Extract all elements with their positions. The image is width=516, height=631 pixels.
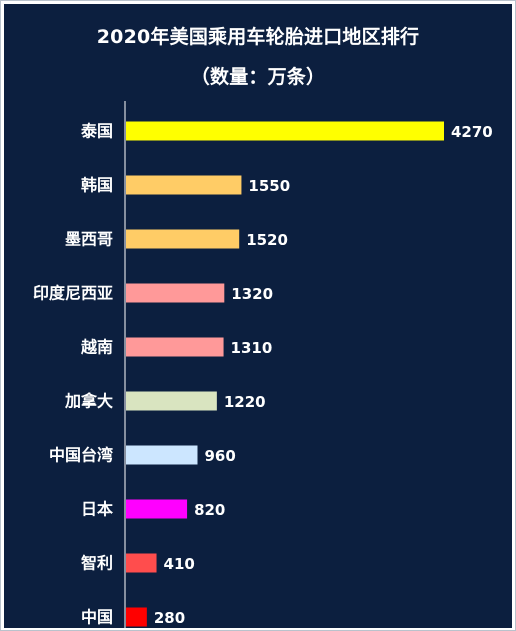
category-label-9: 中国 bbox=[81, 608, 113, 627]
value-label-0: 4270 bbox=[451, 123, 493, 141]
value-label-5: 1220 bbox=[224, 393, 266, 411]
bar-chart: 泰国 4270 韩国 1550 墨西哥 1520 印度尼西亚 1320 越南 1310 加拿大 122… bbox=[33, 101, 493, 628]
category-label-2: 墨西哥 bbox=[65, 230, 113, 249]
category-label-8: 智利 bbox=[81, 554, 113, 573]
bar-2 bbox=[126, 229, 240, 249]
bar-0 bbox=[126, 121, 444, 141]
bar-7 bbox=[126, 499, 188, 519]
value-label-7: 820 bbox=[194, 501, 225, 519]
bar-8 bbox=[126, 553, 157, 573]
value-label-4: 1310 bbox=[231, 339, 273, 357]
bar-1 bbox=[126, 175, 242, 195]
bar-4 bbox=[126, 337, 224, 357]
bar-6 bbox=[126, 445, 198, 465]
bar-5 bbox=[126, 391, 217, 411]
value-label-3: 1320 bbox=[231, 285, 273, 303]
chart-subtitle: （数量：万条） bbox=[190, 66, 326, 88]
value-label-1: 1550 bbox=[248, 177, 290, 195]
category-label-0: 泰国 bbox=[80, 122, 113, 141]
value-label-8: 410 bbox=[164, 555, 195, 573]
bar-9 bbox=[126, 607, 147, 627]
category-label-5: 加拿大 bbox=[64, 392, 113, 411]
value-label-6: 960 bbox=[204, 447, 235, 465]
category-label-1: 韩国 bbox=[81, 176, 113, 195]
bar-3 bbox=[126, 283, 225, 303]
category-label-4: 越南 bbox=[80, 338, 113, 357]
chart-title: 2020年美国乘用车轮胎进口地区排行 bbox=[96, 26, 420, 48]
category-label-6: 中国台湾 bbox=[49, 446, 113, 465]
category-label-7: 日本 bbox=[81, 500, 113, 519]
value-label-2: 1520 bbox=[246, 231, 288, 249]
value-label-9: 280 bbox=[154, 609, 185, 627]
category-label-3: 印度尼西亚 bbox=[33, 284, 113, 303]
chart-panel: 2020年美国乘用车轮胎进口地区排行 （数量：万条） 泰国 4270 韩国 1550 墨… bbox=[4, 4, 512, 628]
